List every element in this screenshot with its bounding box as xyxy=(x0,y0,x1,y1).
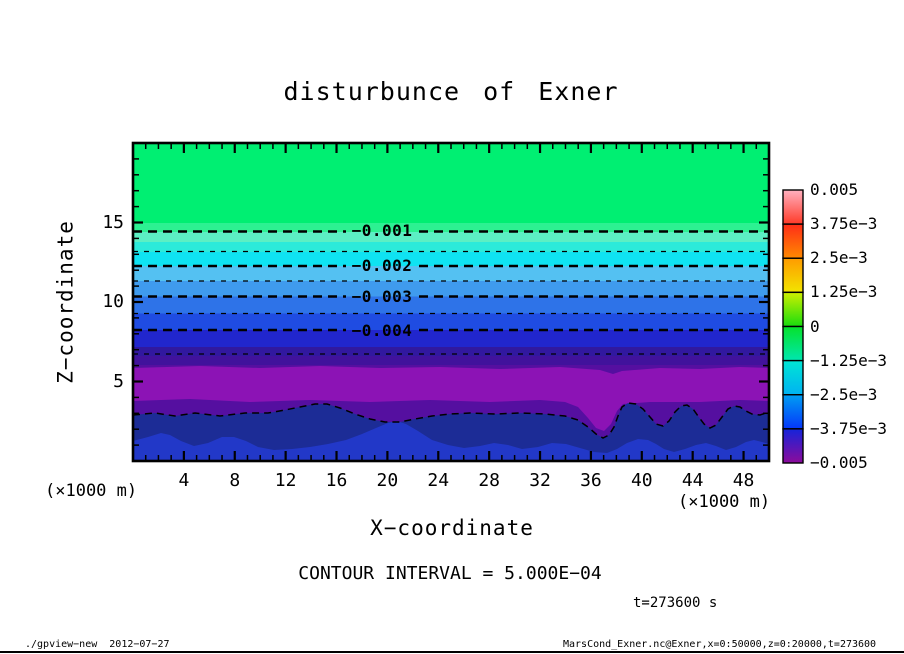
tone-band xyxy=(133,330,769,347)
purple-band xyxy=(133,366,769,431)
x-tick-label: 12 xyxy=(274,470,297,491)
tone-band xyxy=(133,296,769,314)
navy-band xyxy=(133,403,769,461)
y-axis-title: Z−coordinate xyxy=(53,220,78,384)
plot-border xyxy=(131,141,771,463)
footer-dataset: MarsCond_Exner.nc@Exner,x=0:50000,z=0:20… xyxy=(563,639,877,650)
x-tick-label: 20 xyxy=(376,470,399,491)
colorbar-cell xyxy=(782,257,804,294)
tone-band xyxy=(133,347,769,356)
tone-band xyxy=(133,252,769,266)
tone-band xyxy=(133,223,769,232)
contour-label-3: −0.003 xyxy=(351,287,413,306)
colorbar-label: −3.75e−3 xyxy=(810,418,888,438)
footer-command: ./gpview−new 2012−07−27 xyxy=(25,639,170,650)
x-axis-title: X−coordinate xyxy=(370,516,534,540)
colorbar-label: −0.005 xyxy=(810,453,868,472)
contour-interval-note: CONTOUR INTERVAL = 5.000E−04 xyxy=(298,563,602,584)
x-tick-label: 40 xyxy=(630,470,653,491)
x-tick-label: 44 xyxy=(681,470,704,491)
x-tick-label: 8 xyxy=(229,470,241,491)
tone-band xyxy=(133,313,769,330)
y-tick-label: 10 xyxy=(102,291,124,312)
colorbar-label: −2.5e−3 xyxy=(810,384,878,404)
colorbar-cell xyxy=(782,394,804,430)
x-tick-label: 36 xyxy=(580,470,602,491)
x-tick-label: 4 xyxy=(178,470,190,491)
bottom-blue-band xyxy=(133,421,769,461)
colorbar-cell xyxy=(782,359,804,396)
contour-fill xyxy=(133,143,769,461)
colorbar-cell xyxy=(782,428,804,464)
wavy-contour-line xyxy=(133,402,769,439)
colorbar-label: 0.005 xyxy=(810,180,859,199)
y-tick-label: 5 xyxy=(113,370,124,392)
x-tick-label: 32 xyxy=(529,470,551,491)
colorbar-cell xyxy=(782,325,804,362)
colorbar-label: 3.75e−3 xyxy=(810,214,878,234)
colorbar-label: −1.25e−3 xyxy=(810,350,888,370)
x-axis-unit: (×1000 m) xyxy=(678,492,771,512)
tone-band xyxy=(133,232,769,242)
plot-title: disturbunce of Exner xyxy=(283,77,619,106)
tone-band xyxy=(133,281,769,297)
colorbar-cell xyxy=(782,189,804,225)
time-annotation: t=273600 s xyxy=(633,595,718,611)
colorbar-label: 1.25e−3 xyxy=(810,282,878,302)
contour-label-2: −0.002 xyxy=(351,256,413,275)
x-tick-label: 24 xyxy=(427,470,450,491)
x-tick-label: 28 xyxy=(478,470,500,491)
tone-band xyxy=(133,266,769,281)
tone-band xyxy=(133,143,769,223)
window-bottom-border xyxy=(0,651,904,653)
colorbar-cell xyxy=(782,291,804,328)
colorbar-label: 2.5e−3 xyxy=(810,248,868,268)
x-tick-label: 16 xyxy=(325,470,348,491)
x-tick-label: 48 xyxy=(732,470,755,491)
y-tick-label: 15 xyxy=(102,211,124,233)
tone-band xyxy=(133,356,769,365)
colorbar-label: 0 xyxy=(810,316,820,336)
tone-band xyxy=(133,242,769,252)
y-axis-unit: (×1000 m) xyxy=(45,481,138,501)
contour-label-1: −0.001 xyxy=(351,221,413,240)
contour-label-4: −0.004 xyxy=(351,321,413,340)
colorbar-cell xyxy=(782,223,804,259)
